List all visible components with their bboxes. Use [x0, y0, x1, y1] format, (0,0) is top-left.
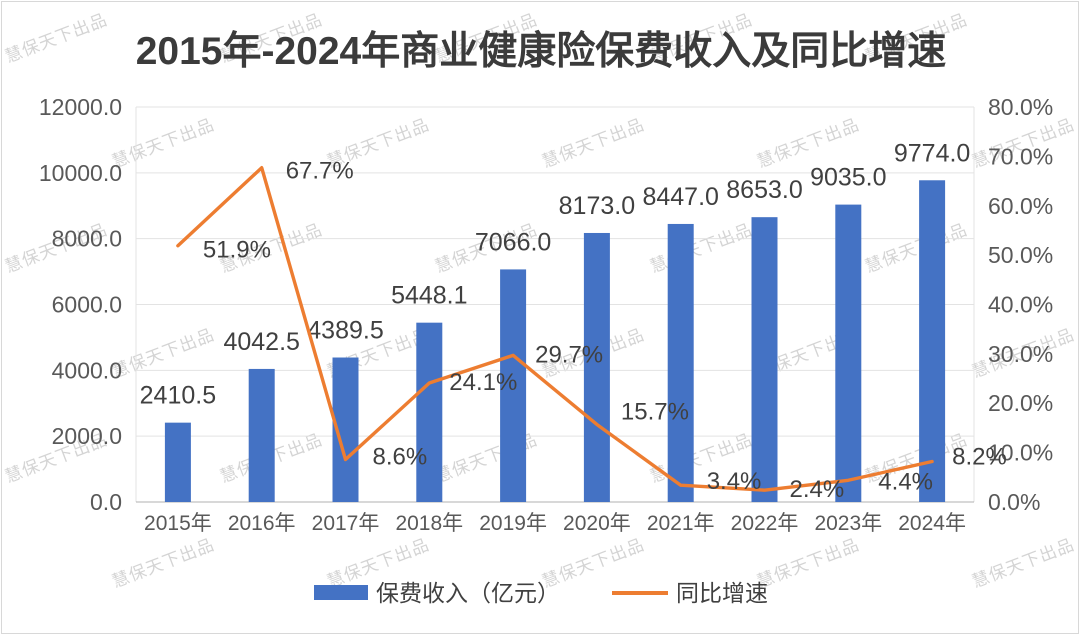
svg-text:0.0%: 0.0% [988, 489, 1040, 515]
svg-text:8.6%: 8.6% [373, 444, 428, 471]
svg-text:4042.5: 4042.5 [223, 328, 299, 356]
svg-text:24.1%: 24.1% [449, 369, 517, 396]
svg-text:6000.0: 6000.0 [52, 292, 122, 318]
svg-text:0.0: 0.0 [90, 489, 122, 515]
svg-text:5448.1: 5448.1 [391, 282, 467, 310]
svg-text:2000.0: 2000.0 [52, 423, 122, 449]
svg-text:2024年: 2024年 [898, 512, 966, 535]
svg-text:30.0%: 30.0% [988, 341, 1053, 367]
svg-text:2016年: 2016年 [228, 512, 296, 535]
svg-text:67.7%: 67.7% [286, 158, 354, 185]
svg-text:2022年: 2022年 [731, 512, 799, 535]
svg-text:2.4%: 2.4% [790, 476, 845, 503]
svg-text:10000.0: 10000.0 [39, 160, 122, 186]
svg-text:2019年: 2019年 [479, 512, 547, 535]
svg-text:8173.0: 8173.0 [559, 192, 635, 220]
svg-text:15.7%: 15.7% [621, 399, 689, 426]
svg-text:50.0%: 50.0% [988, 242, 1053, 268]
svg-text:4389.5: 4389.5 [307, 317, 383, 345]
svg-text:80.0%: 80.0% [988, 94, 1053, 120]
svg-text:8.2%: 8.2% [952, 444, 1007, 471]
svg-text:9035.0: 9035.0 [810, 164, 886, 192]
svg-text:4000.0: 4000.0 [52, 357, 122, 383]
svg-text:2021年: 2021年 [647, 512, 715, 535]
svg-text:8000.0: 8000.0 [52, 226, 122, 252]
svg-text:2017年: 2017年 [312, 512, 380, 535]
svg-text:2020年: 2020年 [563, 512, 631, 535]
svg-text:70.0%: 70.0% [988, 143, 1053, 169]
svg-text:20.0%: 20.0% [988, 390, 1053, 416]
svg-text:2018年: 2018年 [395, 512, 463, 535]
svg-text:4.4%: 4.4% [878, 468, 933, 495]
svg-text:60.0%: 60.0% [988, 193, 1053, 219]
svg-text:8653.0: 8653.0 [726, 176, 802, 204]
svg-text:3.4%: 3.4% [707, 468, 762, 495]
svg-text:29.7%: 29.7% [535, 341, 603, 368]
svg-text:2410.5: 2410.5 [140, 382, 216, 410]
svg-text:7066.0: 7066.0 [475, 228, 551, 256]
svg-text:40.0%: 40.0% [988, 292, 1053, 318]
svg-text:8447.0: 8447.0 [642, 183, 718, 211]
svg-text:2015年: 2015年 [144, 512, 212, 535]
svg-text:51.9%: 51.9% [203, 237, 271, 264]
svg-text:9774.0: 9774.0 [894, 139, 970, 167]
svg-text:2023年: 2023年 [814, 512, 882, 535]
svg-text:12000.0: 12000.0 [39, 94, 122, 120]
